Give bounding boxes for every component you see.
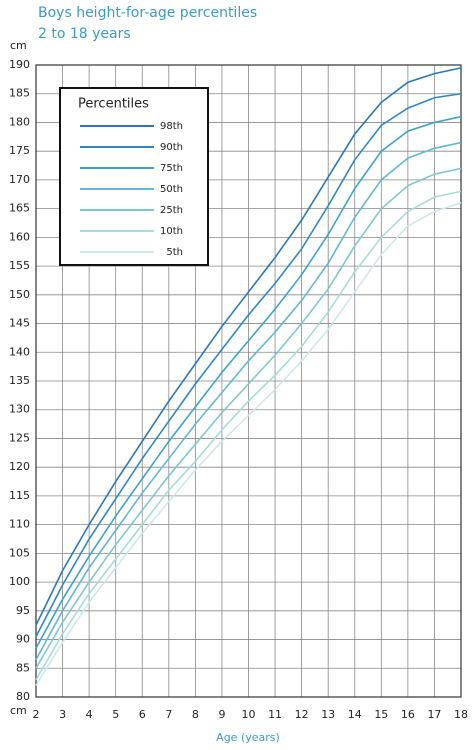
x-tick-label: 18 [454, 708, 468, 721]
y-tick-label: 150 [9, 288, 30, 301]
plot-frame [35, 64, 462, 698]
x-tick-label: 14 [348, 708, 362, 721]
x-tick-label: 7 [165, 708, 172, 721]
y-tick-label: 135 [9, 374, 30, 387]
x-tick-label: 12 [295, 708, 309, 721]
legend-label: 75th [160, 163, 183, 174]
chart-subtitle: 2 to 18 years [38, 26, 131, 42]
legend-label: 98th [160, 121, 183, 132]
y-tick-label: 105 [9, 546, 30, 559]
x-tick-label: 13 [321, 708, 335, 721]
y-tick-label: 145 [9, 317, 30, 330]
x-tick-label: 10 [242, 708, 256, 721]
y-tick-label: 95 [16, 604, 30, 617]
series-line [35, 92, 462, 638]
legend-label: 10th [160, 226, 183, 237]
series-line [35, 67, 462, 626]
y-tick-label: 175 [9, 144, 30, 157]
y-tick-label: 110 [9, 518, 30, 531]
x-tick-label: 17 [427, 708, 441, 721]
x-tick-label: 2 [33, 708, 40, 721]
chart-title: Boys height-for-age percentiles [38, 5, 257, 21]
y-tick-label: 90 [16, 633, 30, 646]
series-line [35, 141, 462, 661]
y-tick-label: 140 [9, 345, 30, 358]
y-tick-label: 180 [9, 115, 30, 128]
series-line [35, 167, 462, 669]
series-line [35, 115, 462, 649]
legend-label: 5th [166, 247, 183, 258]
x-tick-label: 6 [139, 708, 146, 721]
y-unit: cm [10, 704, 27, 717]
y-unit: cm [10, 39, 27, 52]
y-tick-label: 160 [9, 230, 30, 243]
x-axis-label: Age (years) [216, 731, 280, 744]
y-tick-label: 170 [9, 173, 30, 186]
y-tick-label: 115 [9, 489, 30, 502]
x-tick-label: 11 [268, 708, 282, 721]
y-tick-label: 190 [9, 58, 30, 71]
y-tick-label: 155 [9, 259, 30, 272]
legend-label: 50th [160, 184, 183, 195]
x-tick-label: 8 [192, 708, 199, 721]
x-tick-label: 9 [218, 708, 225, 721]
y-tick-label: 120 [9, 460, 30, 473]
series-line [35, 190, 462, 681]
legend-box [59, 87, 209, 266]
y-tick-label: 130 [9, 403, 30, 416]
y-tick-label: 85 [16, 661, 30, 674]
x-tick-label: 15 [374, 708, 388, 721]
x-tick-label: 5 [112, 708, 119, 721]
y-tick-label: 185 [9, 87, 30, 100]
y-tick-label: 80 [16, 690, 30, 703]
series-line [35, 202, 462, 686]
y-tick-label: 100 [9, 575, 30, 588]
y-tick-label: 125 [9, 431, 30, 444]
legend-label: 90th [160, 142, 183, 153]
x-tick-label: 4 [86, 708, 93, 721]
x-tick-label: 3 [59, 708, 66, 721]
legend-title: Percentiles [78, 97, 149, 112]
legend-label: 25th [160, 205, 183, 216]
x-tick-label: 16 [401, 708, 415, 721]
y-tick-label: 165 [9, 202, 30, 215]
